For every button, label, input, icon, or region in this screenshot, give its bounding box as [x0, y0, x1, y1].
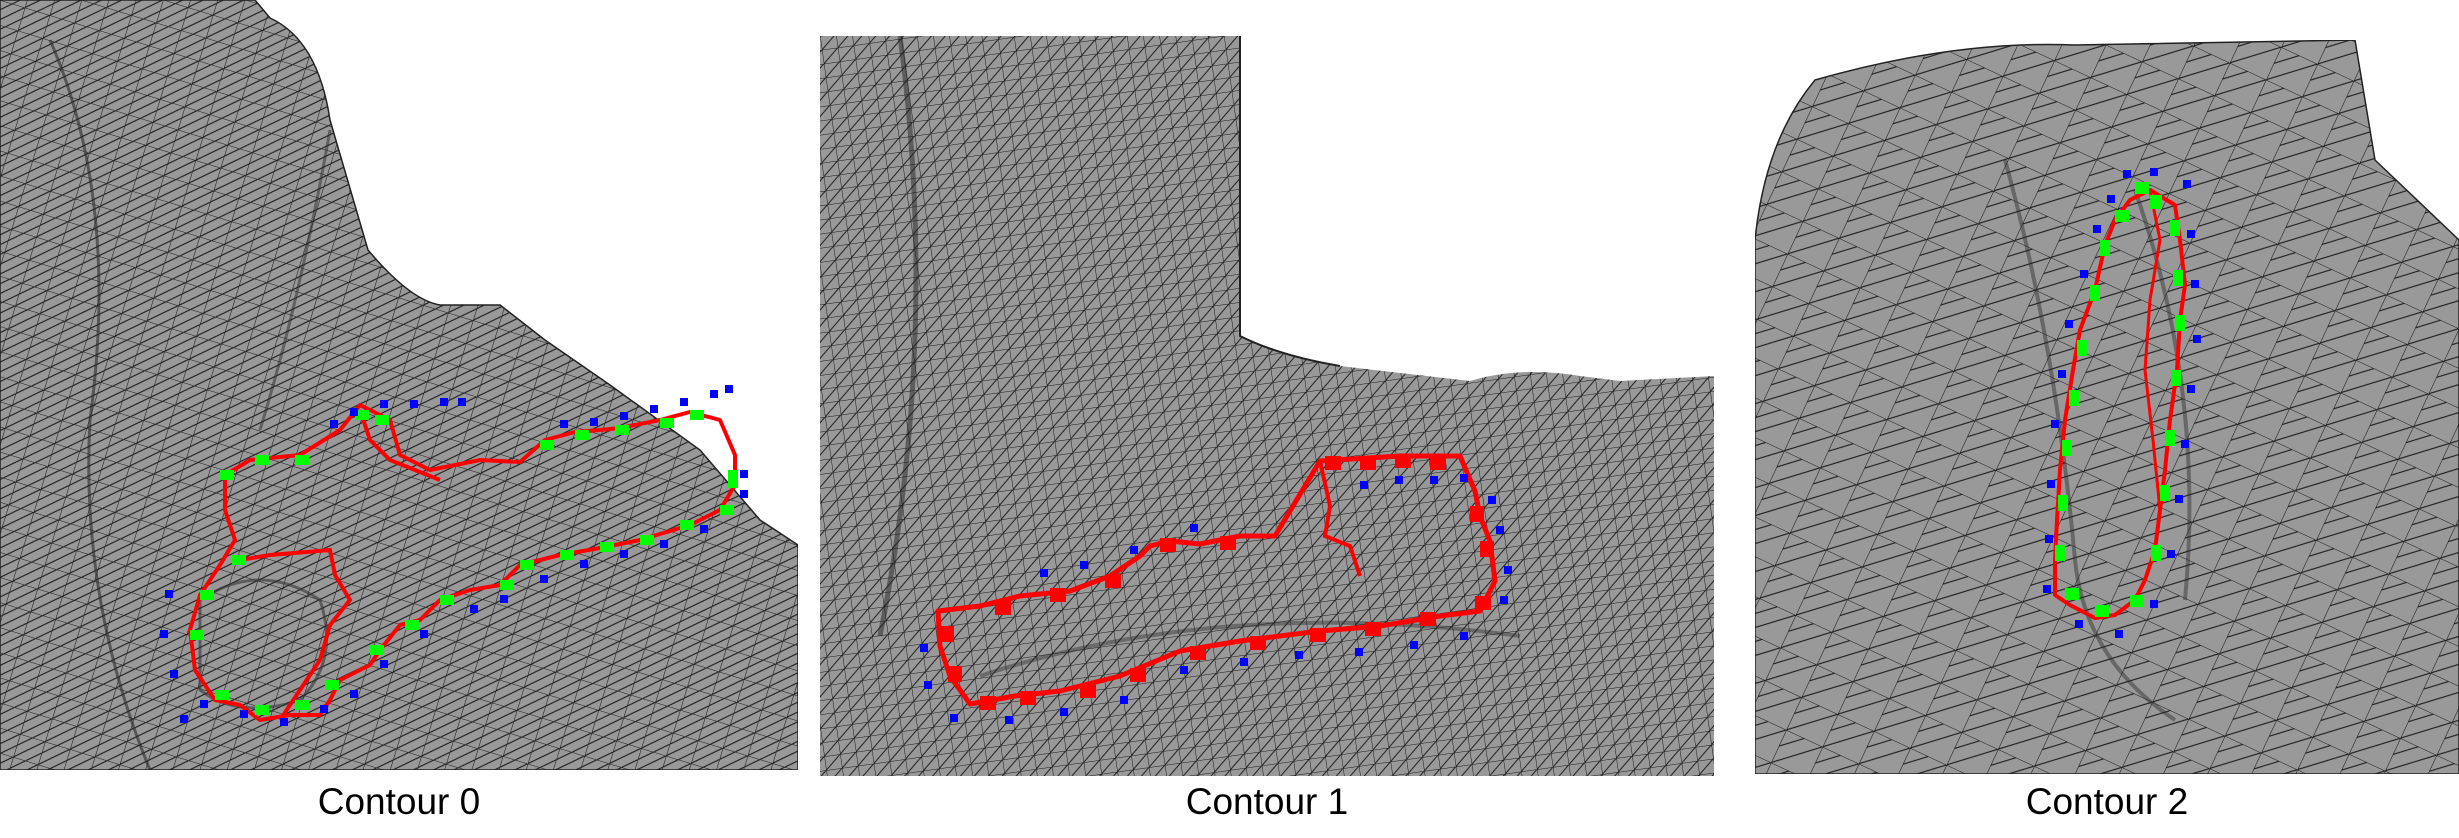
mesh-panel-contour-0 — [0, 0, 798, 770]
shading-fold — [979, 620, 1521, 678]
shading-fold — [258, 129, 332, 431]
blue-marker-group — [2043, 168, 2201, 638]
mesh-render-0 — [0, 0, 798, 770]
caption-contour-1: Contour 1 — [1185, 781, 1349, 822]
mesh-render-1 — [820, 36, 1714, 776]
green-marker-group — [2055, 182, 2185, 617]
red-contour-line-inner — [2143, 189, 2162, 511]
mesh-surface — [0, 0, 798, 770]
shading-fold — [48, 39, 152, 770]
caption-contour-0: Contour 0 — [317, 781, 481, 822]
mesh-surface-edge — [1239, 36, 1341, 367]
red-contour-line-inner — [239, 547, 353, 722]
red-marker-group — [940, 454, 1494, 710]
mesh-surface — [1755, 40, 2459, 774]
blue-marker-group — [920, 474, 1512, 724]
white-background-region — [1240, 36, 1714, 381]
mesh-panel-contour-1 — [820, 36, 1714, 776]
shading-fold — [877, 36, 919, 637]
mesh-render-2 — [1755, 40, 2459, 774]
caption-contour-2: Contour 2 — [2025, 781, 2189, 822]
red-contour-line-inner — [1318, 460, 1362, 577]
blue-marker-group — [160, 385, 748, 726]
red-contour-line — [188, 403, 737, 722]
shading-fold — [2003, 159, 2177, 722]
mesh-panel-contour-2 — [1755, 40, 2459, 774]
shading-fold — [2133, 189, 2192, 601]
red-contour-line-inner — [358, 409, 441, 482]
green-marker-group — [190, 410, 738, 715]
